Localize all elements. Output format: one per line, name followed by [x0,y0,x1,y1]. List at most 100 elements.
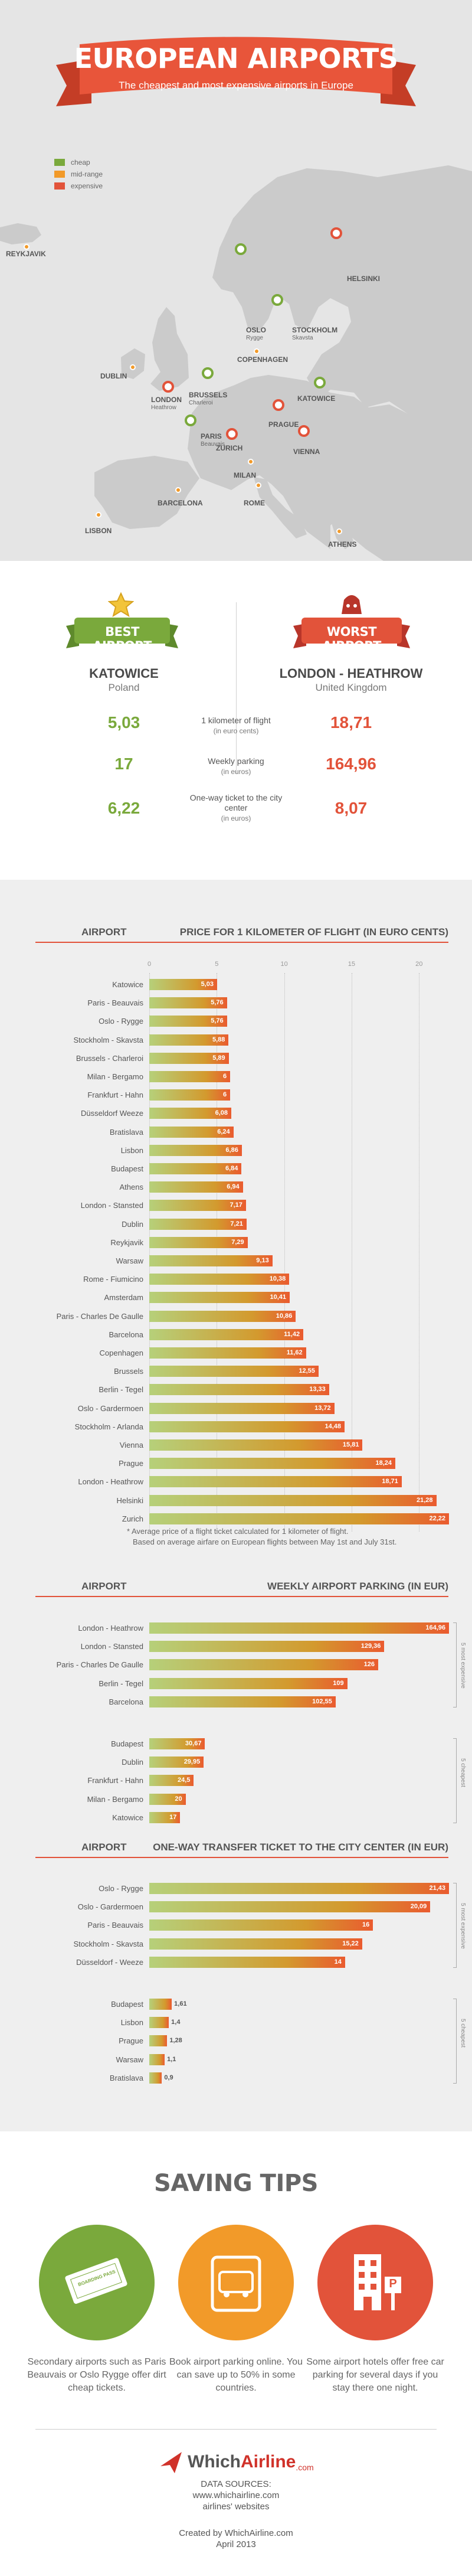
city-marker-brussels [202,367,214,379]
bar-category-label: Paris - Charles De Gaulle [56,1311,143,1321]
bar [149,1200,246,1212]
logo-airline: Airline [241,2452,296,2471]
tip-1-circle: BOARDING PASS [39,2225,155,2340]
legend-expensive: expensive [54,181,103,191]
bar-value-label: 30,67 [185,1740,202,1747]
city-marker-stockholm [271,294,283,306]
bar-value-label: 6 [223,1073,227,1080]
bar [149,2017,169,2029]
bar-value-label: 109 [333,1679,344,1687]
bar-category-label: Milan - Bergamo [87,1794,143,1804]
legend-swatch [54,171,65,178]
bar [149,979,217,990]
sources-other: airlines' websites [202,2502,270,2512]
bar [149,1255,273,1266]
bar-category-label: Helsinki [116,1496,143,1505]
metric-parking: Weekly parking (in euros) [186,756,286,777]
legend-label: cheap [71,158,90,166]
bar [149,1347,306,1359]
bar-category-label: Paris - Beauvais [87,1921,143,1930]
tip-3-text: Some airport hotels offer free car parki… [306,2357,444,2393]
worst-airport-label: WORST AIRPORT [322,625,381,653]
chart-transfer-header: AIRPORT ONE-WAY TRANSFER TICKET TO THE C… [35,1840,448,1858]
city-label: HELSINKI [347,275,381,283]
city-sublabel: Charleroi [189,400,213,406]
bar-value-label: 22,22 [429,1514,445,1522]
bar-category-label: Oslo - Rygge [99,1884,143,1893]
bar-category-label: Paris - Charles De Gaulle [56,1660,143,1670]
bar [149,1163,242,1174]
bar-category-label: Brussels - Charleroi [76,1053,143,1063]
bar [149,1793,186,1805]
metric-km: 1 kilometer of flight (in euro cents) [186,716,286,736]
bar-value-label: 29,95 [183,1758,201,1766]
city-label: COPENHAGEN [237,355,289,364]
city-label: LONDON [151,396,182,404]
city-marker-milan [248,459,254,465]
x-tick-label: 20 [415,961,423,968]
city-marker-vienna [298,425,310,437]
bar-value-label: 13,33 [309,1386,326,1393]
bar-value-label: 1,61 [174,2000,187,2007]
bar [149,2035,168,2047]
city-marker-london [162,381,174,393]
bar-value-label: 13,72 [314,1404,331,1412]
chart-parking-title: WEEKLY AIRPORT PARKING (IN EUR) [267,1581,448,1592]
sources-url[interactable]: www.whichairline.com [192,2490,280,2500]
bar [149,1901,431,1913]
city-marker-athens [336,528,342,534]
bar [149,997,227,1009]
bar-value-label: 164,96 [425,1624,445,1631]
bar-value-label: 5,88 [212,1036,225,1043]
city-label: ROME [244,499,265,507]
city-sublabel: Skavsta [292,335,313,341]
bar-category-label: Warsaw [116,2055,143,2064]
bar-category-label: Dublin [122,1758,143,1767]
bar [149,1016,227,1027]
bar-value-label: 15,22 [342,1940,359,1947]
bar-value-label: 14 [334,1958,342,1966]
bar-category-label: Berlin - Tegel [99,1679,143,1688]
bar-category-label: Vienna [119,1441,143,1449]
bar-value-label: 7,29 [231,1238,244,1246]
bar-category-label: Rome - Fiumicino [83,1275,143,1284]
city-marker-reykjavik [24,244,30,250]
worst-transfer-value: 8,07 [335,799,368,817]
bar-value-label: 0,9 [164,2074,173,2081]
bar-value-label: 7,17 [230,1202,242,1209]
footer-logo: Which Airline .com [158,2448,314,2476]
bar-category-label: Stockholm - Skavsta [73,1035,144,1044]
bar [149,1775,194,1787]
chart-km-header: AIRPORT PRICE FOR 1 KILOMETER OF FLIGHT … [35,925,448,943]
bar-category-label: Stockholm - Arlanda [74,1422,143,1431]
europe-map [0,165,472,561]
x-tick-label: 5 [215,961,219,968]
bar-category-label: Dublin [122,1219,143,1229]
tip-3-circle: P [317,2225,433,2340]
bar [149,1756,204,1768]
bar [149,2053,165,2065]
bar [149,1402,335,1414]
bar-value-label: 1,4 [171,2019,181,2026]
bar [149,1622,449,1634]
legend-cheap: cheap [54,158,90,167]
bar [149,1052,229,1064]
group-bracket [453,1622,457,1707]
bar-value-label: 5,76 [211,999,224,1007]
bar-category-label: London - Stansted [80,1642,143,1651]
bar-category-label: Prague [119,1459,143,1468]
bar-value-label: 1,28 [169,2037,182,2045]
metric-unit: (in euros) [221,768,251,776]
best-airport-label: BEST AIRPORT [93,625,152,653]
worst-airport-name: LONDON - HEATHROW [279,666,423,681]
bar-value-label: 5,76 [211,1017,224,1025]
x-tick-label: 0 [147,961,152,968]
bar-value-label: 17 [169,1813,177,1821]
bar [149,1310,296,1322]
title-ribbon [56,37,416,106]
bar-value-label: 6 [223,1091,227,1099]
metric-label: One-way ticket to the city center [189,793,283,812]
bar-value-label: 15,81 [342,1441,359,1448]
city-label: MILAN [234,471,256,479]
bar-category-label: Milan - Bergamo [87,1072,143,1081]
